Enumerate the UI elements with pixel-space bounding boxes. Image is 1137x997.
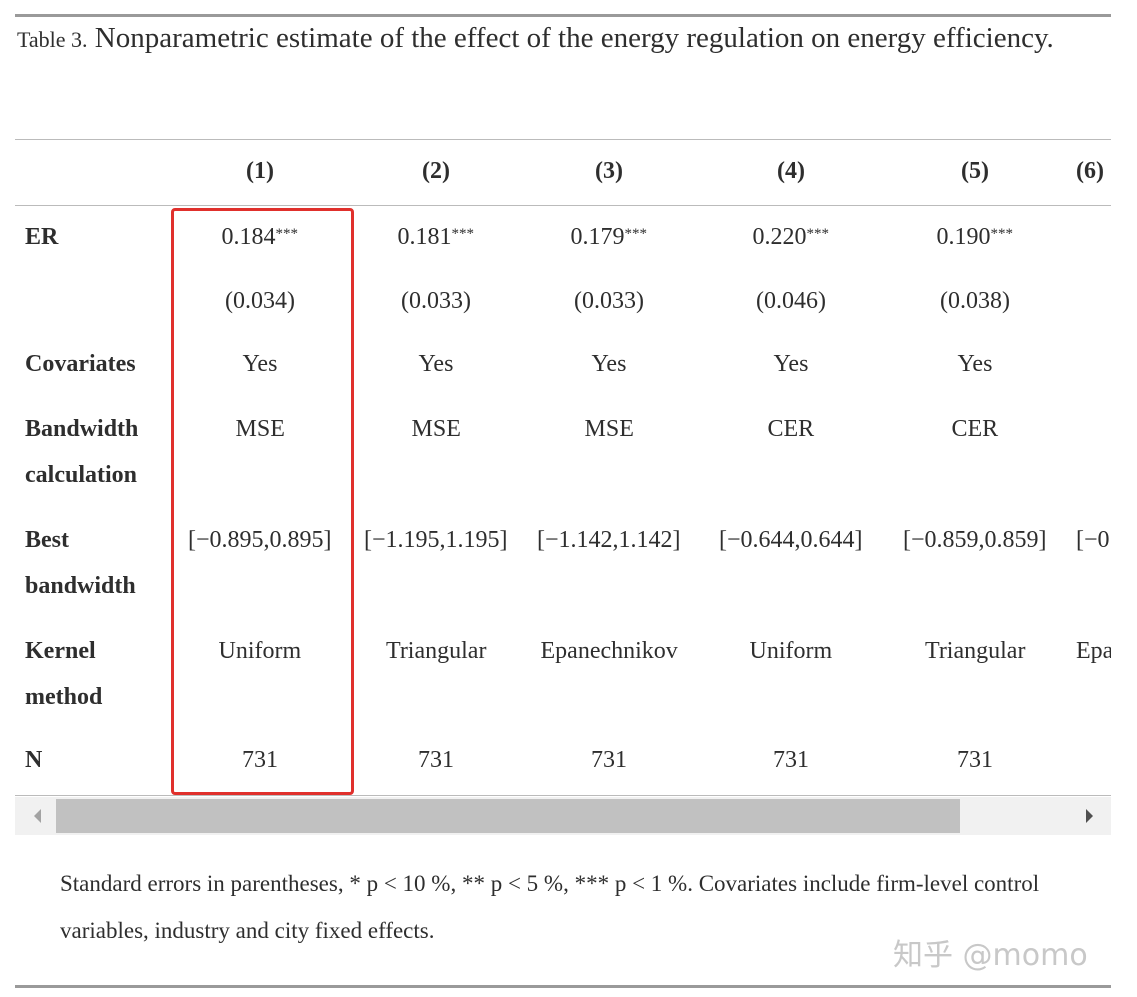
table-cell: MSE	[584, 416, 634, 442]
table-cell: Uniform	[749, 638, 833, 664]
caption: Table 3. Nonparametric estimate of the e…	[17, 15, 1097, 63]
bottom-page-rule	[15, 985, 1111, 988]
watermark: 知乎 @momo	[893, 938, 1088, 973]
table-cell: Yes	[773, 351, 809, 377]
table-cell: Uniform	[218, 638, 302, 664]
table-cell: (0.034)	[225, 288, 295, 314]
table-cell: (0.038)	[940, 288, 1010, 314]
table-cell: Triangular	[386, 638, 487, 664]
scrollbar-graphic	[34, 799, 1093, 833]
table-cell: Yes	[591, 351, 627, 377]
table-cell: 731	[957, 747, 993, 773]
column-header: (1)	[246, 158, 274, 184]
highlight-box	[171, 208, 354, 795]
table-cell: (0.033)	[574, 288, 644, 314]
table-cell: 0.190***	[936, 224, 1014, 250]
table-cell: 731	[773, 747, 809, 773]
column-header: (5)	[961, 158, 989, 184]
table-cell: [−0.895,0.895]	[188, 527, 332, 553]
table-cell: MSE	[235, 416, 285, 442]
bottom-rule	[15, 795, 1111, 796]
table-cell: 731	[242, 747, 278, 773]
table: (1) (2) (3) (4) (5) (6) ER 0.184*** 0.181*** 0.17…	[15, 139, 1111, 798]
table-cell: 731	[591, 747, 627, 773]
table-cell: Yes	[418, 351, 454, 377]
table-cell: Triangular	[925, 638, 1026, 664]
top-rule	[15, 14, 1111, 17]
table-note: Standard errors in parentheses, * p < 10…	[60, 871, 1040, 943]
table-cell: [−0.859,0.859]	[903, 527, 1047, 553]
caption-text: Nonparametric estimate of the effect of …	[94, 22, 1054, 54]
table-cell: [−1.142,1.142]	[537, 527, 681, 553]
table-cell: 0.179***	[570, 224, 648, 250]
table-cell: Yes	[957, 351, 993, 377]
table-cell: CER	[767, 416, 815, 442]
table-cell: Epanechnikov	[540, 638, 678, 664]
column-header: (4)	[777, 158, 805, 184]
row-label: Covariates	[25, 351, 136, 377]
row-label: Bandwidth calculation	[25, 416, 139, 488]
table-cell: [−0	[1076, 527, 1110, 553]
table-cell: [−0.644,0.644]	[719, 527, 863, 553]
table-cell: CER	[951, 416, 999, 442]
table-cell: 0.181***	[397, 224, 475, 250]
table-cell: [−1.195,1.195]	[364, 527, 508, 553]
table-cell: (0.033)	[401, 288, 471, 314]
column-header: (2)	[422, 158, 450, 184]
row-label: Kernel method	[25, 638, 103, 710]
row-label: Best bandwidth	[25, 527, 136, 599]
row-label: ER	[25, 224, 59, 250]
table-cell: MSE	[411, 416, 461, 442]
scroll-thumb[interactable]	[56, 799, 960, 833]
caption-label: Table 3.	[17, 27, 88, 52]
column-header: (6)	[1076, 158, 1104, 184]
table-cell: Epa	[1076, 638, 1111, 664]
table-cell: (0.046)	[756, 288, 826, 314]
table-cell: 0.184***	[221, 224, 299, 250]
scroll-right[interactable]	[1086, 809, 1093, 823]
table-cell: 731	[418, 747, 454, 773]
scrollbar[interactable]	[15, 797, 1111, 835]
column-header: (3)	[595, 158, 623, 184]
row-label: N	[25, 747, 43, 773]
table-cell: Yes	[242, 351, 278, 377]
scroll-left[interactable]	[34, 809, 41, 823]
table-cell: 0.220***	[752, 224, 830, 250]
header-rule	[15, 205, 1111, 206]
